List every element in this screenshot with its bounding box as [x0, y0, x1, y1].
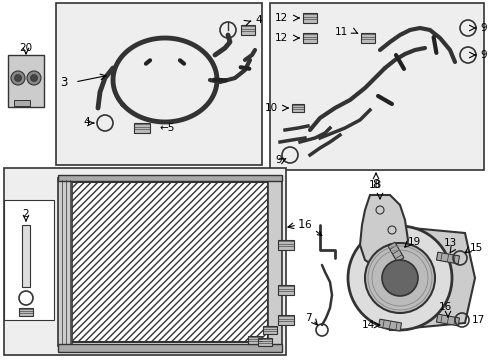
Bar	[58, 175, 282, 181]
Bar	[19, 308, 33, 316]
Text: 2: 2	[22, 209, 29, 219]
Circle shape	[364, 243, 434, 313]
Bar	[278, 315, 293, 325]
Text: 10: 10	[264, 103, 278, 113]
Text: 1: 1	[297, 219, 305, 231]
Circle shape	[347, 226, 451, 330]
Bar	[258, 338, 271, 346]
Text: 3: 3	[61, 76, 68, 89]
Bar	[70, 182, 267, 342]
Circle shape	[381, 260, 417, 296]
Text: 4: 4	[83, 117, 90, 127]
Text: 4: 4	[254, 15, 261, 25]
Polygon shape	[359, 195, 407, 275]
Text: 11: 11	[334, 27, 347, 37]
Bar	[303, 13, 316, 23]
Bar	[267, 178, 282, 346]
Bar	[247, 336, 262, 344]
Circle shape	[30, 75, 38, 81]
Bar	[360, 33, 374, 43]
Bar	[263, 326, 276, 334]
Text: 18: 18	[367, 180, 381, 190]
Circle shape	[27, 71, 41, 85]
Bar	[269, 3, 483, 170]
Polygon shape	[378, 319, 401, 331]
Polygon shape	[436, 314, 459, 326]
Text: 9: 9	[479, 23, 486, 33]
Bar	[291, 104, 304, 112]
Bar	[56, 3, 262, 165]
Text: 6: 6	[304, 220, 321, 235]
Text: 9: 9	[275, 155, 282, 165]
Text: 13: 13	[443, 238, 456, 248]
Text: 7: 7	[305, 313, 311, 323]
Bar	[303, 33, 316, 43]
Circle shape	[11, 71, 25, 85]
Polygon shape	[389, 226, 474, 330]
Text: 9: 9	[479, 50, 486, 60]
Circle shape	[15, 75, 21, 81]
Bar	[4, 200, 54, 320]
Text: 8: 8	[371, 178, 379, 191]
Text: 16: 16	[437, 302, 451, 312]
Bar	[4, 168, 285, 355]
Text: 20: 20	[20, 43, 33, 53]
Bar	[58, 178, 72, 346]
Bar	[278, 240, 293, 250]
Text: 19: 19	[407, 237, 420, 247]
Text: 14: 14	[361, 320, 374, 330]
Bar	[8, 55, 44, 107]
Bar	[58, 344, 282, 352]
Text: 17: 17	[471, 315, 484, 325]
Bar	[14, 100, 30, 106]
Text: 15: 15	[469, 243, 482, 253]
Bar	[241, 25, 254, 35]
Bar	[134, 123, 150, 133]
Text: 12: 12	[274, 13, 287, 23]
Text: 12: 12	[274, 33, 287, 43]
Bar	[278, 285, 293, 295]
Text: ←5: ←5	[160, 123, 175, 133]
Bar	[22, 225, 30, 287]
Polygon shape	[436, 252, 459, 264]
Polygon shape	[387, 242, 403, 262]
